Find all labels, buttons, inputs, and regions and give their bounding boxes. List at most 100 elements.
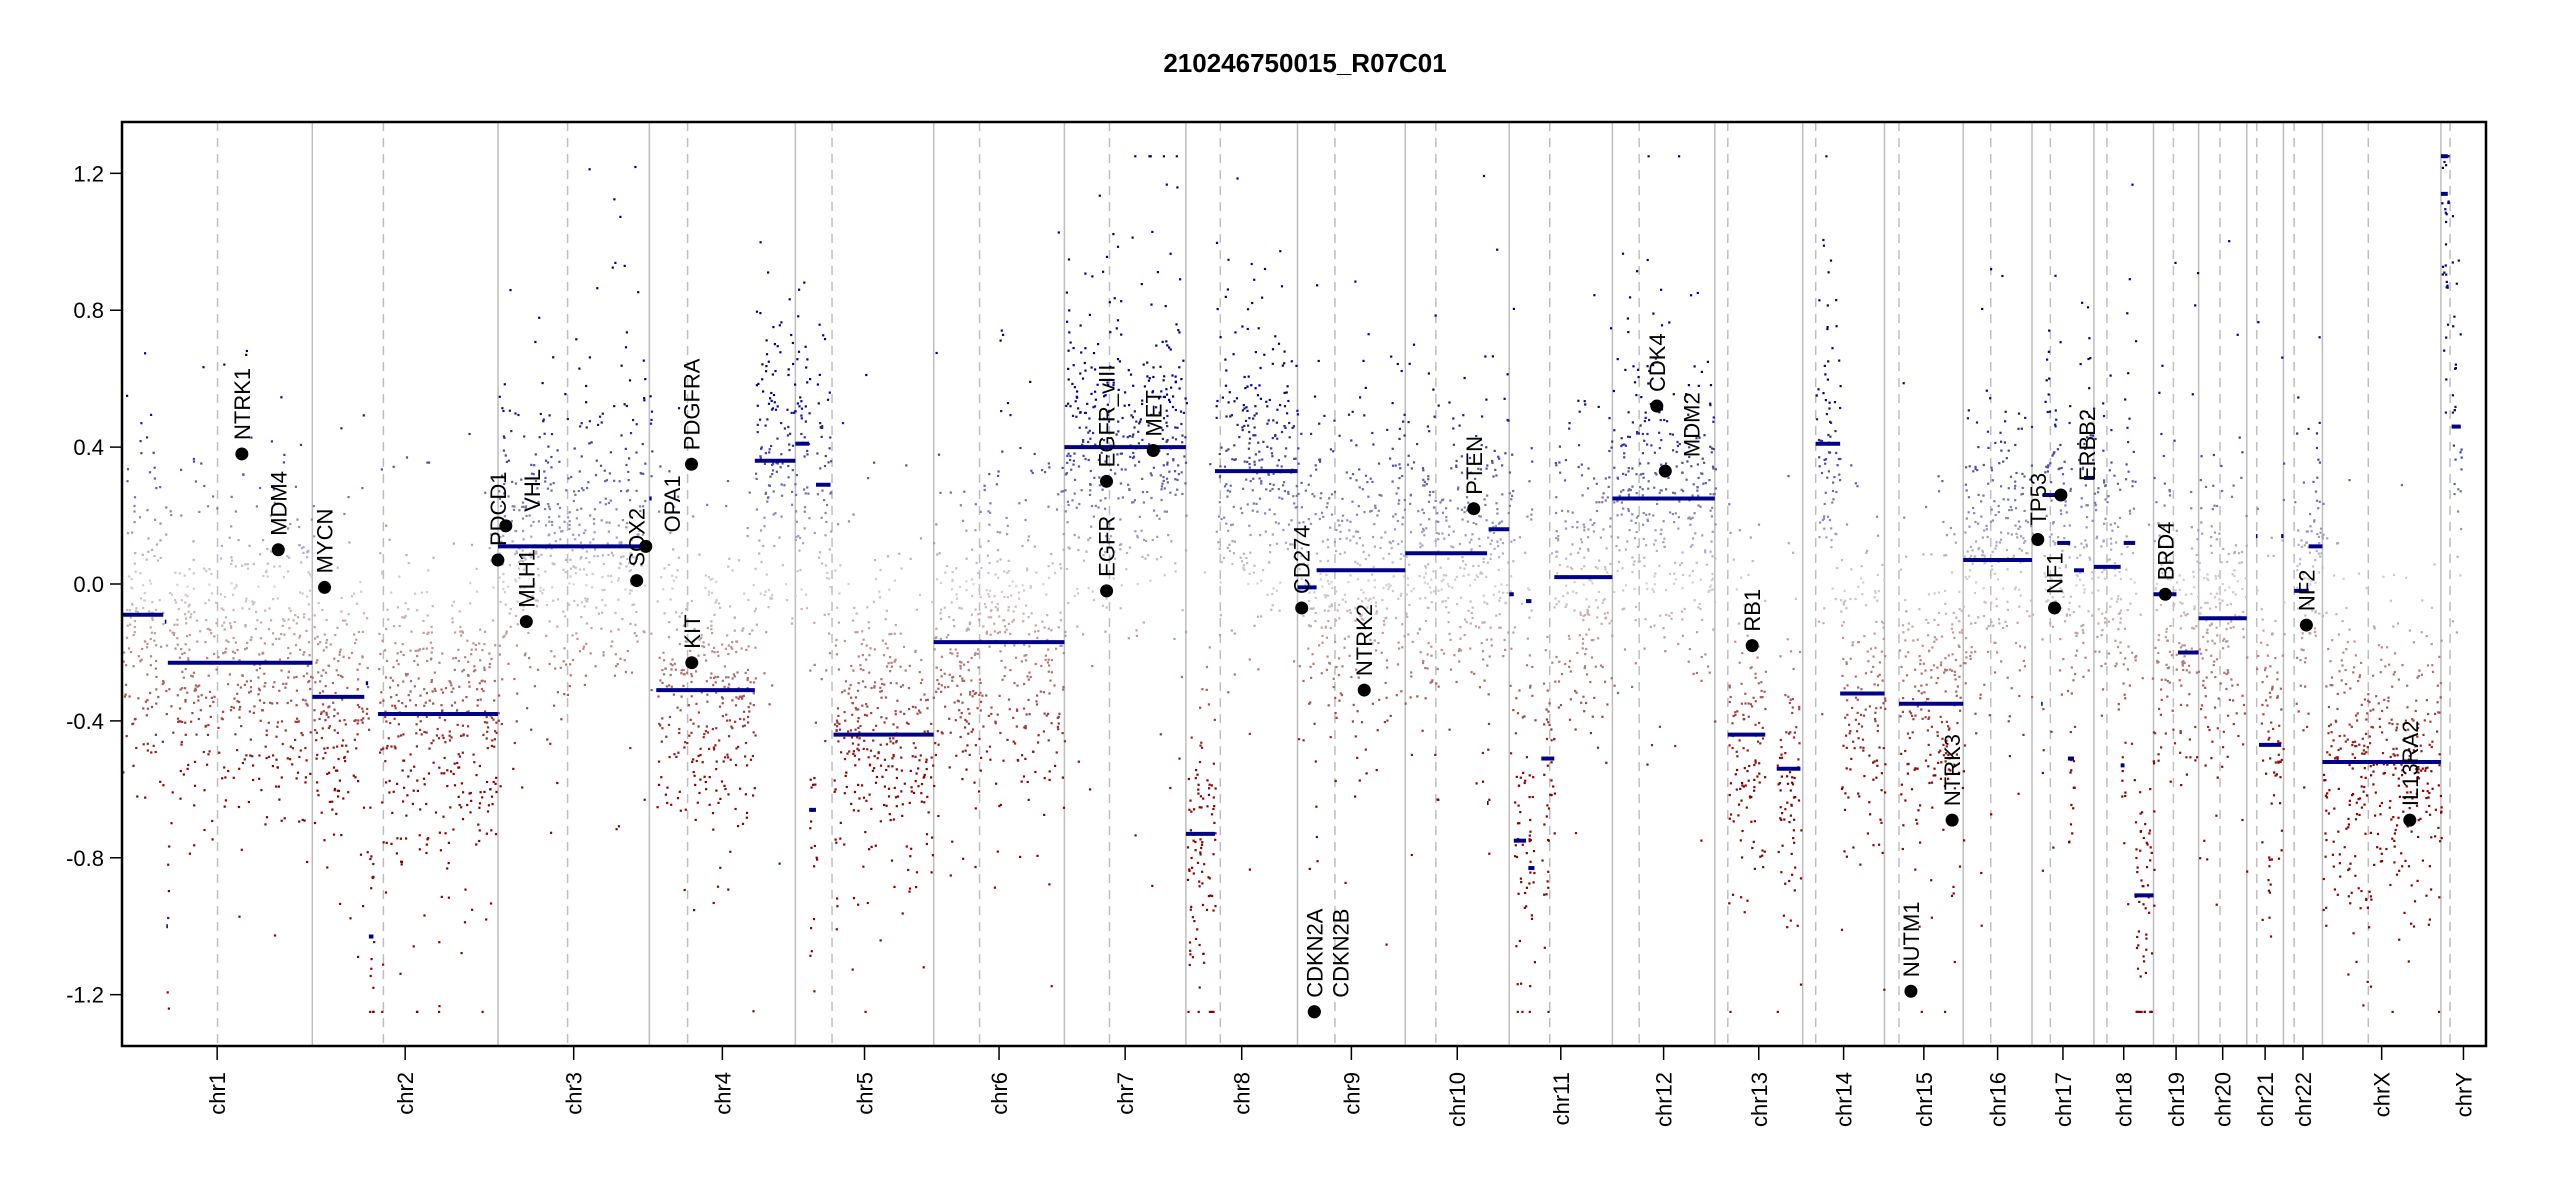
probe-point bbox=[564, 558, 568, 561]
probe-point bbox=[787, 464, 790, 468]
probe-point bbox=[1233, 400, 1236, 403]
probe-point bbox=[1496, 248, 1499, 251]
probe-point bbox=[508, 564, 511, 567]
probe-point bbox=[1530, 917, 1534, 920]
probe-point bbox=[451, 604, 454, 607]
probe-point bbox=[754, 677, 757, 680]
probe-point bbox=[690, 695, 693, 698]
probe-point bbox=[692, 640, 695, 643]
probe-point bbox=[425, 715, 428, 718]
probe-point bbox=[1120, 584, 1123, 587]
probe-point bbox=[1091, 590, 1094, 593]
probe-point bbox=[675, 611, 678, 614]
probe-point bbox=[806, 381, 809, 384]
probe-point bbox=[1486, 464, 1489, 467]
probe-point bbox=[879, 764, 883, 767]
probe-point bbox=[1067, 378, 1070, 381]
probe-point bbox=[662, 588, 665, 591]
probe-point bbox=[357, 955, 360, 958]
probe-point bbox=[867, 756, 870, 759]
probe-point bbox=[125, 636, 129, 639]
probe-point bbox=[940, 655, 943, 658]
probe-point bbox=[710, 620, 713, 623]
probe-point bbox=[417, 649, 420, 652]
probe-point bbox=[997, 470, 1000, 473]
probe-point bbox=[1087, 431, 1090, 434]
probe-point bbox=[973, 653, 976, 656]
probe-point bbox=[306, 556, 309, 559]
probe-point bbox=[423, 783, 426, 786]
probe-point bbox=[985, 750, 989, 753]
probe-point bbox=[1298, 521, 1301, 524]
probe-point bbox=[1176, 426, 1179, 429]
probe-point bbox=[917, 767, 920, 770]
probe-point bbox=[492, 586, 495, 589]
probe-point bbox=[721, 715, 724, 718]
probe-point bbox=[188, 633, 191, 637]
probe-point bbox=[1503, 397, 1506, 400]
probe-point bbox=[976, 652, 979, 655]
probe-point bbox=[847, 730, 850, 733]
probe-point bbox=[505, 630, 508, 633]
probe-point bbox=[1090, 366, 1093, 369]
probe-point bbox=[193, 760, 197, 763]
probe-point bbox=[1000, 410, 1003, 413]
probe-point bbox=[838, 728, 842, 731]
probe-point bbox=[282, 576, 285, 579]
probe-point bbox=[425, 731, 428, 734]
probe-point bbox=[919, 537, 923, 540]
probe-point bbox=[246, 563, 249, 566]
probe-point bbox=[1156, 558, 1159, 561]
probe-point bbox=[892, 753, 895, 757]
probe-point bbox=[387, 737, 390, 740]
probe-point bbox=[901, 803, 904, 806]
probe-point bbox=[892, 723, 895, 726]
probe-point bbox=[692, 771, 695, 774]
probe-point bbox=[1463, 511, 1466, 514]
probe-point bbox=[1160, 390, 1163, 393]
probe-point bbox=[245, 349, 248, 353]
probe-point bbox=[987, 571, 990, 575]
probe-point bbox=[476, 699, 479, 702]
probe-point bbox=[438, 766, 441, 769]
probe-point bbox=[328, 800, 331, 803]
probe-point bbox=[617, 628, 620, 631]
probe-point bbox=[338, 651, 341, 654]
probe-point bbox=[282, 461, 285, 464]
probe-point bbox=[1488, 798, 1491, 801]
probe-point bbox=[1398, 427, 1401, 430]
probe-point bbox=[671, 664, 674, 667]
probe-point bbox=[1155, 344, 1158, 347]
probe-point bbox=[644, 500, 647, 503]
probe-point bbox=[642, 472, 645, 475]
probe-point bbox=[1020, 780, 1023, 783]
probe-point bbox=[1468, 456, 1472, 460]
probe-point bbox=[1387, 583, 1390, 586]
probe-point bbox=[382, 963, 385, 966]
probe-point bbox=[134, 570, 137, 573]
probe-point bbox=[264, 609, 267, 612]
probe-point bbox=[1546, 635, 1549, 638]
probe-point bbox=[1166, 453, 1169, 456]
probe-point bbox=[1198, 885, 1201, 888]
probe-point bbox=[1458, 647, 1461, 651]
probe-point bbox=[1097, 506, 1100, 509]
probe-point bbox=[728, 735, 731, 738]
probe-point bbox=[1542, 682, 1546, 685]
probe-point bbox=[1308, 702, 1311, 705]
probe-point bbox=[828, 548, 831, 551]
probe-point bbox=[1346, 519, 1349, 522]
probe-point bbox=[974, 529, 977, 532]
probe-point bbox=[780, 321, 783, 324]
probe-point bbox=[440, 688, 443, 691]
probe-point bbox=[1194, 777, 1197, 780]
probe-point bbox=[892, 818, 895, 821]
probe-point bbox=[601, 576, 604, 579]
probe-point bbox=[1582, 614, 1585, 618]
probe-point bbox=[1508, 471, 1511, 474]
probe-point bbox=[236, 683, 239, 686]
probe-point bbox=[828, 447, 831, 450]
probe-point bbox=[1407, 633, 1410, 636]
probe-point bbox=[589, 514, 592, 517]
probe-point bbox=[299, 648, 302, 651]
